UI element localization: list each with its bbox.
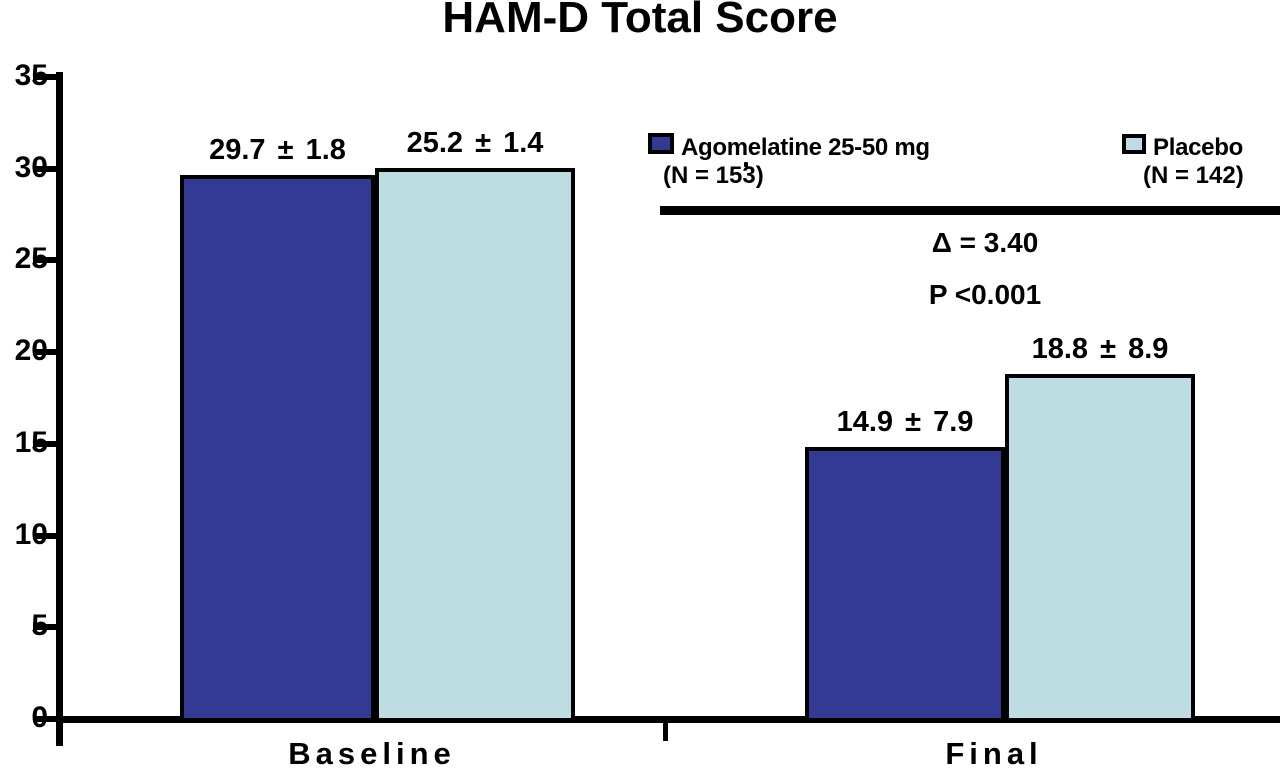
legend-swatch-agomelatine: [648, 133, 674, 154]
legend-separator-line: [660, 206, 1280, 215]
y-axis-label-25: 25: [14, 242, 48, 275]
legend-label-placebo: Placebo: [1153, 134, 1243, 161]
bar-agomelatine-baseline: [180, 175, 375, 722]
legend-swatch-placebo: [1122, 134, 1146, 154]
y-axis-tick-15: [33, 441, 63, 447]
bar-agomelatine-final: [805, 447, 1005, 722]
delta-annotation: Δ = 3.40: [931, 227, 1039, 258]
annotation-block: Δ = 3.40 P <0.001: [845, 228, 1125, 310]
bar-value-label-agomelatine-baseline: 29.7 ± 1.8: [209, 134, 346, 166]
x-axis-label-final: Final: [945, 736, 1043, 771]
x-axis-line: [56, 716, 1280, 723]
y-axis-line: [56, 72, 63, 746]
chart-title: HAM-D Total Score: [442, 0, 838, 42]
legend-n-placebo: (N = 142): [1143, 162, 1244, 189]
bar-value-label-placebo-final: 18.8 ± 8.9: [1031, 333, 1169, 365]
y-axis-label-15: 15: [14, 426, 48, 459]
y-axis-tick-25: [33, 257, 63, 263]
y-axis-tick-35: [33, 74, 63, 80]
y-axis-label-20: 20: [14, 334, 48, 367]
bar-placebo-final: [1005, 374, 1195, 722]
x-axis-minor-tick: [663, 723, 668, 741]
y-axis-label-0: 0: [31, 701, 48, 734]
y-axis-label-30: 30: [14, 151, 48, 184]
y-axis-tick-0: [33, 716, 63, 722]
y-axis-tick-20: [33, 349, 63, 355]
bar-value-label-agomelatine-final: 14.9 ± 7.9: [836, 406, 974, 438]
legend-n-agomelatine: (N = 153): [663, 162, 764, 189]
y-axis-label-35: 35: [14, 59, 48, 92]
x-axis-label-baseline: Baseline: [288, 736, 456, 771]
bar-value-label-placebo-baseline: 25.2 ± 1.4: [406, 127, 544, 159]
bar-placebo-baseline: [375, 168, 575, 722]
y-axis-tick-5: [33, 624, 63, 630]
stray-dot-mark: [744, 162, 748, 167]
y-axis-tick-10: [33, 533, 63, 539]
legend-label-agomelatine: Agomelatine 25-50 mg: [681, 134, 930, 161]
y-axis-label-10: 10: [14, 518, 48, 551]
p-value-annotation: P <0.001: [928, 279, 1042, 310]
y-axis-label-5: 5: [31, 609, 48, 642]
y-axis-tick-30: [33, 166, 63, 172]
